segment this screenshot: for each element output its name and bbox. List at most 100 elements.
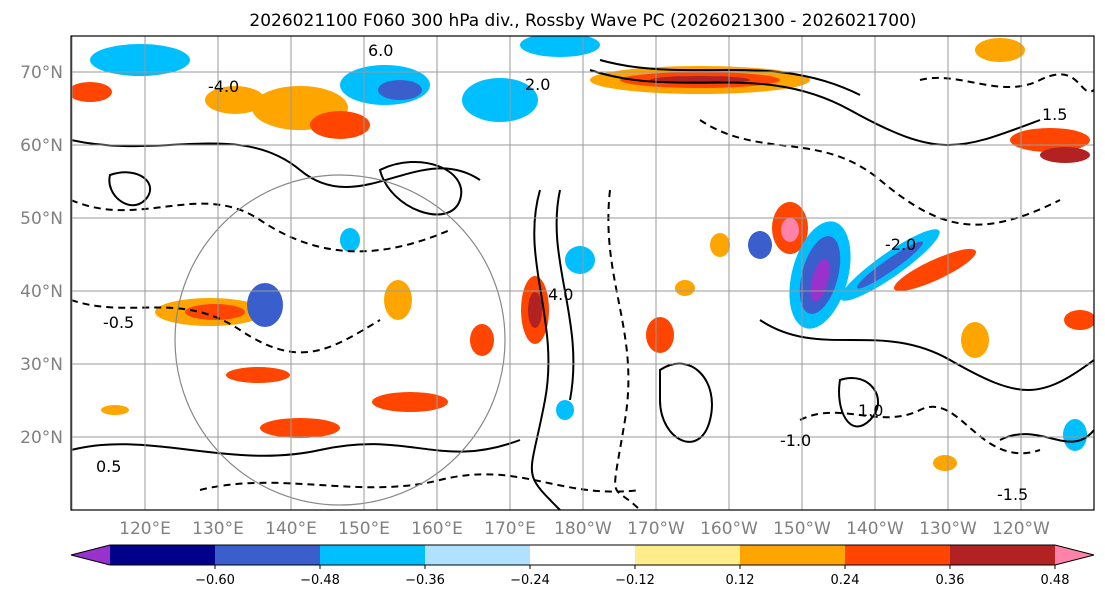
contour-label: 1.0 — [858, 401, 883, 420]
colorbar-cell — [425, 545, 531, 565]
lon-label: 150°W — [773, 519, 831, 539]
contour-line — [699, 119, 1061, 226]
shade-negative — [565, 246, 595, 274]
shade-positive — [675, 280, 695, 296]
colorbar-cell — [635, 545, 741, 565]
shade-positive — [260, 418, 340, 438]
contour-label: -4.0 — [208, 77, 239, 96]
shade-positive — [185, 304, 245, 320]
lat-axis: 70°N 60°N 50°N 40°N 30°N 20°N — [20, 63, 63, 448]
contour-label: -0.5 — [103, 313, 134, 332]
lon-label: 130°E — [192, 519, 244, 539]
contour-line — [71, 439, 521, 457]
shade-positive — [1010, 128, 1090, 152]
shade-positive — [961, 322, 989, 358]
shade-positive — [384, 280, 412, 320]
shade-positive — [646, 317, 674, 353]
contour-line — [199, 473, 641, 493]
contour-line — [71, 139, 481, 189]
contour-label: -1.5 — [997, 485, 1028, 504]
shade-positive — [1040, 147, 1090, 163]
shade-negative — [378, 80, 422, 100]
shade-positive — [1064, 310, 1094, 330]
contour-label: 6.0 — [368, 41, 393, 60]
shade-negative — [340, 228, 360, 252]
lat-label: 40°N — [20, 282, 63, 302]
colorbar-tick-label: −0.24 — [510, 573, 550, 588]
colorbar: −0.60 −0.48 −0.36 −0.24 −0.12 0.12 0.24 0.36 0.4… — [70, 544, 1095, 588]
contour-labels: -0.5 0.5 1.0 1.5 -1.0 -1.5 -2.0 2.0 4.0 … — [96, 41, 1067, 504]
shade-positive — [310, 111, 370, 139]
contour-label: 1.5 — [1042, 105, 1067, 124]
shade-negative — [1063, 419, 1087, 451]
shade-positive — [528, 292, 542, 328]
shade-negative — [556, 400, 574, 420]
colorbar-cell — [215, 545, 321, 565]
lat-label: 30°N — [20, 355, 63, 375]
colorbar-tick-label: 0.12 — [726, 573, 755, 588]
shade-positive — [470, 324, 494, 356]
colorbar-cell — [740, 545, 846, 565]
shade-negative — [462, 78, 538, 122]
colorbar-extend-min — [71, 545, 110, 565]
shade-negative — [520, 36, 600, 57]
contour-label: -1.0 — [780, 431, 811, 450]
lon-label: 170°E — [484, 519, 536, 539]
shade-negative — [90, 44, 190, 76]
lat-label: 20°N — [20, 428, 63, 448]
map-title: 2026021100 F060 300 hPa div., Rossby Wav… — [249, 11, 916, 31]
shade-positive — [71, 82, 112, 102]
lon-label: 150°E — [338, 519, 390, 539]
colorbar-tick-label: −0.48 — [300, 573, 340, 588]
colorbar-extend-max — [1055, 545, 1094, 565]
graticule — [71, 36, 1094, 510]
lon-label: 160°E — [411, 519, 463, 539]
contour-line — [759, 319, 1094, 391]
colorbar-tick-label: 0.48 — [1041, 573, 1070, 588]
contour-line — [838, 377, 880, 428]
colorbar-cell — [530, 545, 636, 565]
shade-negative — [748, 231, 772, 259]
contour-label: 4.0 — [548, 285, 573, 304]
contour-label: 0.5 — [96, 457, 121, 476]
colorbar-cell — [950, 545, 1056, 565]
colorbar-cell — [320, 545, 426, 565]
lat-label: 60°N — [20, 136, 63, 156]
colorbar-cell — [845, 545, 951, 565]
colorbar-tick-label: 0.24 — [831, 573, 860, 588]
contour-line — [71, 199, 451, 253]
colorbar-cell — [110, 545, 216, 565]
lon-label: 120°W — [992, 519, 1050, 539]
contour-line — [799, 405, 1041, 455]
shade-positive — [710, 233, 730, 257]
colorbar-outline — [70, 544, 1095, 566]
colorbar-tick-label: −0.60 — [195, 573, 235, 588]
map-panel: -0.5 0.5 1.0 1.5 -1.0 -1.5 -2.0 2.0 4.0 … — [20, 35, 1095, 539]
colorbar-tick-label: 0.36 — [936, 573, 965, 588]
colorbar-tick-label: −0.36 — [405, 573, 445, 588]
contour-line — [71, 299, 381, 354]
contour-line — [589, 69, 1041, 146]
rossby-wave-contours — [71, 59, 1094, 510]
contour-line — [599, 59, 861, 96]
map-frame — [70, 35, 1095, 511]
contour-line — [378, 161, 463, 216]
shade-positive — [781, 218, 799, 242]
shade-positive — [933, 455, 957, 471]
contour-label: 2.0 — [525, 75, 550, 94]
lon-label: 140°E — [265, 519, 317, 539]
shade-positive — [372, 392, 448, 412]
shade-positive — [226, 367, 290, 383]
shade-negative — [247, 283, 283, 327]
projection-arc — [174, 174, 506, 506]
shade-positive — [205, 86, 265, 114]
contour-line — [919, 73, 1094, 93]
lon-label: 160°W — [700, 519, 758, 539]
shade-positive — [975, 38, 1025, 62]
shade-positive — [893, 248, 977, 292]
lat-label: 70°N — [20, 63, 63, 83]
lon-label: 130°W — [919, 519, 977, 539]
contour-line — [659, 362, 713, 443]
lon-label: 170°W — [627, 519, 685, 539]
